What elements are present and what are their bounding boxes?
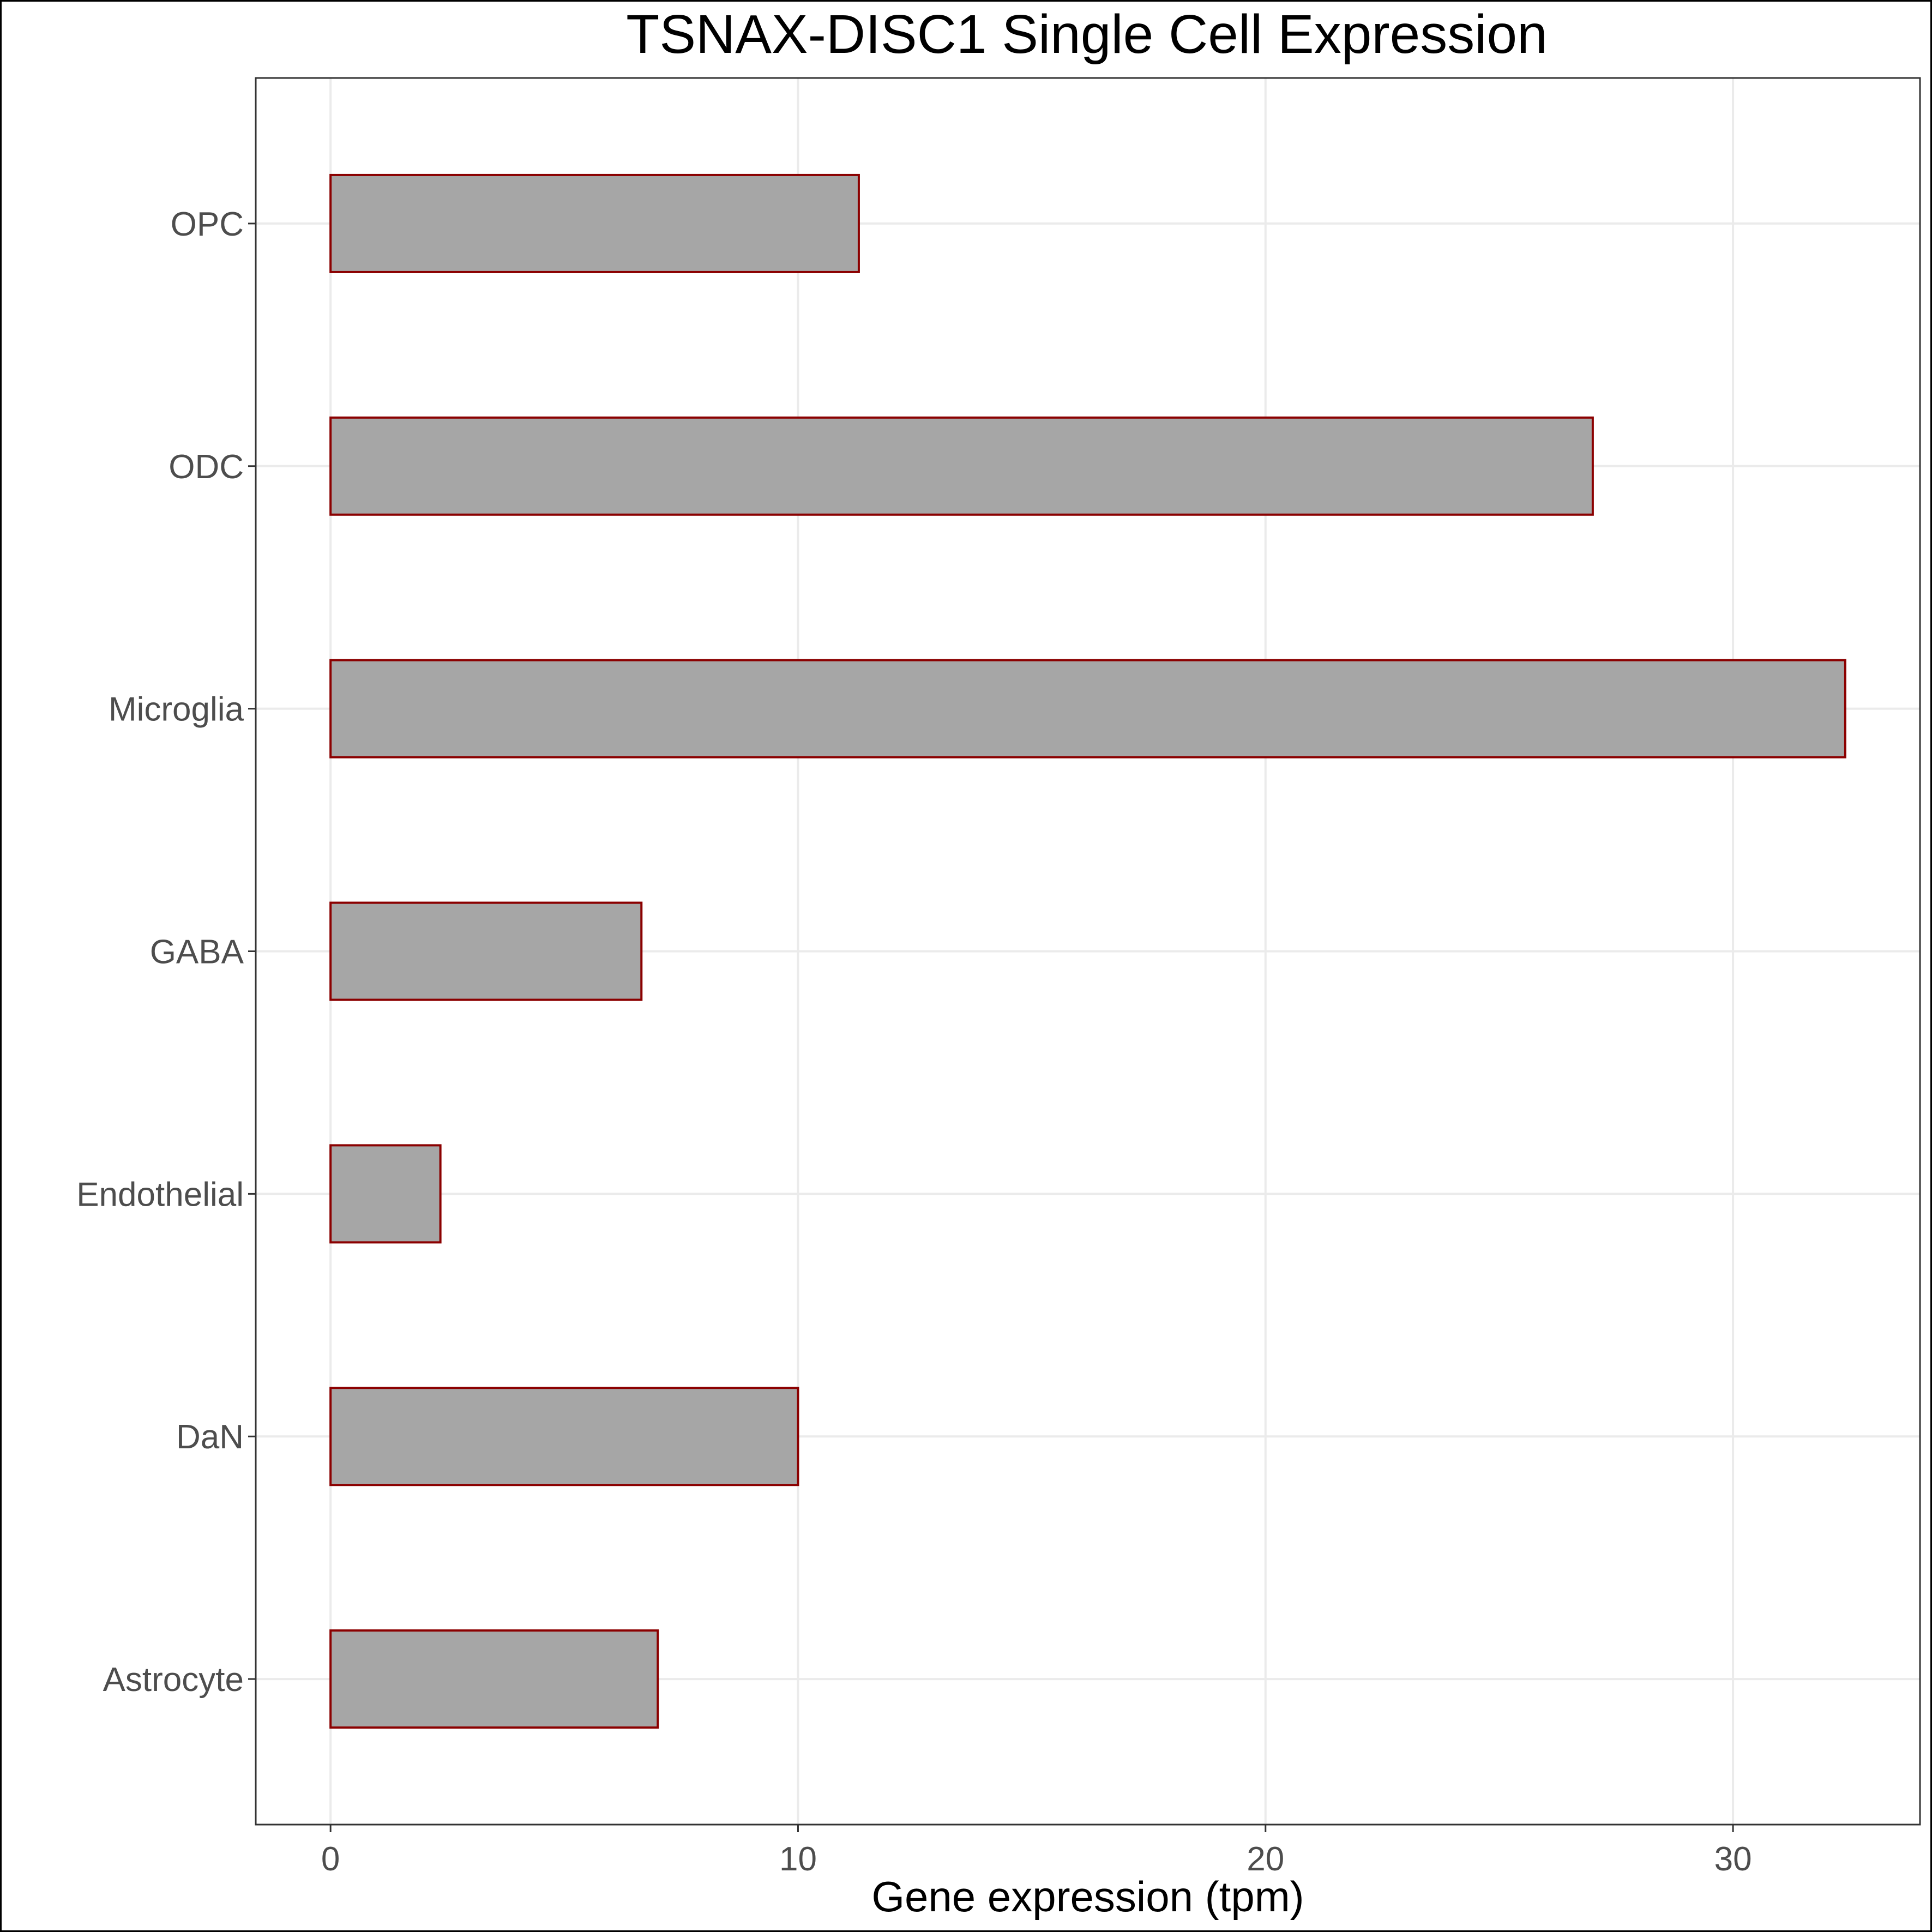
axis-ticks <box>248 222 1734 1832</box>
x-tick-label: 20 <box>1247 1840 1284 1878</box>
x-tick-label: 30 <box>1714 1840 1752 1878</box>
x-axis-title: Gene expression (tpm) <box>871 1873 1304 1921</box>
y-tick-label: Microglia <box>109 691 244 729</box>
y-tick-label: DaN <box>176 1418 244 1456</box>
y-tick-label: ODC <box>168 448 244 486</box>
bar-gaba <box>329 901 643 1001</box>
y-tick-label: GABA <box>150 934 244 971</box>
x-tick-label: 0 <box>321 1840 340 1878</box>
y-tick-label: Endothelial <box>76 1176 244 1213</box>
chart-title: TSNAX-DISC1 Single Cell Expression <box>626 4 1548 65</box>
y-tick-label: OPC <box>171 206 244 243</box>
bar-dan <box>329 1387 799 1486</box>
y-tick-label: Astrocyte <box>103 1661 244 1699</box>
bar-odc <box>329 416 1594 516</box>
bar-astrocyte <box>329 1629 659 1729</box>
bar-endothelial <box>329 1144 442 1244</box>
bar-opc <box>329 173 860 273</box>
bars <box>329 173 1846 1729</box>
axis-labels: 0 10 20 30 Astrocyte DaN Endothelial GABA Microg… <box>76 206 1752 1878</box>
bar-microglia <box>329 659 1846 759</box>
x-tick-label: 10 <box>779 1840 817 1878</box>
